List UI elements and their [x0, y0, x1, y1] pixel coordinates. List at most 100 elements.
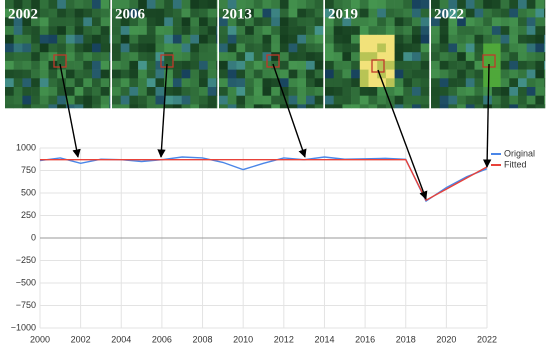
y-tick-label: −500 — [16, 277, 36, 287]
pixel — [526, 17, 536, 27]
pixel — [74, 87, 84, 96]
pixel — [377, 17, 387, 27]
pixel — [48, 17, 58, 27]
pixel — [164, 26, 174, 36]
pixel — [120, 95, 130, 105]
y-tick-label: 0 — [31, 232, 36, 242]
pixel — [48, 87, 58, 96]
x-tick-label: 2010 — [233, 334, 253, 344]
pixel — [314, 104, 324, 109]
pixel — [500, 60, 510, 70]
pixel — [420, 60, 430, 70]
pixel — [109, 17, 111, 27]
pixel — [39, 43, 49, 53]
pixel — [216, 60, 218, 70]
pixel — [325, 43, 334, 53]
pixel — [342, 104, 352, 109]
pixel — [325, 17, 334, 27]
pixel — [509, 8, 519, 18]
pixel — [271, 69, 281, 79]
pixel — [544, 60, 546, 70]
pixel — [5, 60, 14, 70]
pixel — [457, 8, 467, 18]
pixel — [83, 60, 93, 70]
pixel — [227, 60, 237, 70]
pixel — [279, 69, 289, 79]
pixel — [227, 95, 237, 105]
pixel — [359, 43, 369, 53]
pixel — [314, 26, 324, 36]
pixel — [431, 34, 440, 44]
pixel — [181, 78, 191, 88]
pixel — [333, 17, 343, 27]
pixel — [271, 8, 281, 18]
pixel — [509, 43, 519, 53]
y-tick-label: 1000 — [16, 142, 36, 152]
pixel — [92, 52, 101, 62]
pixel — [412, 43, 421, 53]
pixel — [288, 17, 298, 27]
pixel — [431, 52, 440, 62]
pixel — [13, 95, 23, 105]
pixel — [31, 87, 41, 96]
pixel — [394, 8, 404, 18]
pixel — [31, 17, 41, 27]
tile: 2022 — [431, 0, 546, 109]
pixel — [172, 60, 182, 70]
pixel — [368, 0, 378, 9]
pixel — [457, 52, 467, 62]
pixel — [74, 26, 84, 36]
pixel — [129, 52, 139, 62]
pixel — [518, 69, 527, 79]
pixel — [483, 87, 493, 96]
pixel — [155, 17, 165, 27]
pixel — [325, 0, 334, 9]
pixel — [412, 104, 421, 109]
pixel — [403, 87, 413, 96]
x-tick-label: 2008 — [193, 334, 213, 344]
pixel — [394, 17, 404, 27]
pixel — [333, 60, 343, 70]
pixel — [394, 69, 404, 79]
y-tick-label: −1000 — [11, 322, 36, 332]
pixel — [306, 69, 315, 79]
pixel — [92, 60, 101, 70]
pixel — [333, 78, 343, 88]
pixel — [342, 78, 352, 88]
pixel — [57, 60, 67, 70]
pixel — [535, 104, 545, 109]
pixel — [155, 104, 165, 109]
pixel — [109, 26, 111, 36]
pixel — [31, 8, 41, 18]
pixel — [403, 26, 413, 36]
pixel — [253, 87, 263, 96]
pixel — [199, 78, 208, 88]
pixel — [65, 52, 75, 62]
pixel — [112, 78, 121, 88]
pixel — [297, 104, 307, 109]
pixel — [207, 0, 217, 9]
pixel — [22, 95, 32, 105]
pixel — [146, 78, 156, 88]
pixel — [500, 43, 510, 53]
pixel — [544, 78, 546, 88]
pixel — [5, 17, 14, 27]
pixel — [535, 87, 545, 96]
pixel — [544, 95, 546, 105]
pixel — [288, 43, 298, 53]
pixel — [325, 95, 334, 105]
pixel — [325, 78, 334, 88]
pixel — [325, 26, 334, 36]
pixel — [483, 0, 493, 9]
pixel — [342, 17, 352, 27]
pixel — [359, 69, 369, 79]
pixel — [100, 78, 110, 88]
pixel — [48, 34, 58, 44]
pixel — [207, 87, 217, 96]
pixel — [92, 34, 101, 44]
pixel — [245, 87, 255, 96]
pixel — [306, 95, 315, 105]
pixel — [39, 17, 49, 27]
pixel — [271, 26, 281, 36]
pixel — [253, 34, 263, 44]
